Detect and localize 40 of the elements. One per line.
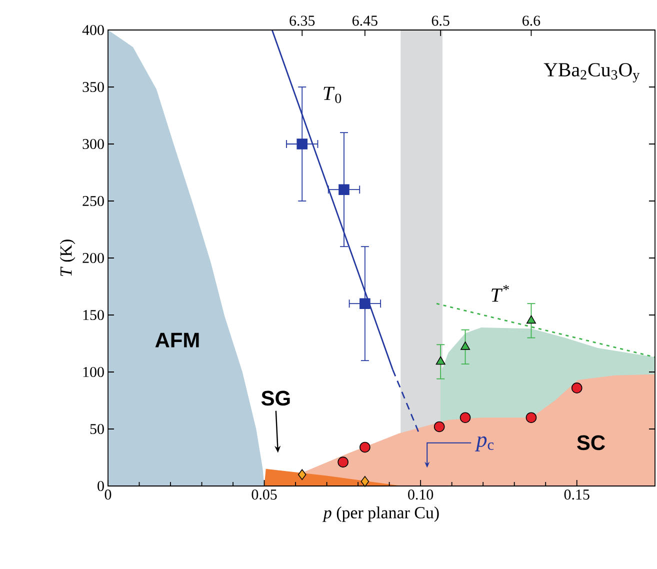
text: 6.6 [522, 16, 540, 26]
y-tick-label: 400 [82, 24, 104, 36]
point [434, 421, 445, 432]
y-tick-label: 100 [83, 366, 104, 378]
point [460, 412, 471, 423]
annotation: p$_{c}$ [475, 436, 494, 452]
text: 6.35 [290, 16, 315, 26]
annotation: SC [577, 435, 605, 450]
x-axis-title: p (per planar Cu) [322, 506, 439, 522]
y-tick-label: 350 [82, 82, 104, 92]
y-tick-label: 250 [82, 196, 104, 206]
y-tick-label: 300 [82, 138, 104, 150]
point [526, 315, 536, 324]
y-axis-title: T (K) [60, 240, 76, 276]
point [436, 356, 446, 365]
annotation: YBa$_{2}$Cu$_{3}$O$_{y}$ [544, 63, 640, 82]
y-tick-label: 50 [90, 424, 104, 434]
point [571, 382, 582, 394]
point [360, 298, 370, 309]
point [360, 476, 370, 487]
point [298, 469, 306, 480]
annotation: SG [261, 390, 290, 406]
x-tick-label: 0 [104, 490, 112, 500]
annotation: T$_{0}$ [324, 86, 342, 104]
point [526, 412, 537, 423]
y-tick-label: 200 [82, 252, 104, 264]
x-tick-label: 0.05 [252, 490, 277, 500]
x-tick-label: 0.10 [408, 490, 434, 500]
annotation: T$^{*}$ [492, 285, 509, 302]
point [338, 184, 350, 195]
y-tick-label: 150 [83, 310, 104, 320]
annotation: AFM [155, 332, 199, 348]
x-tick-label: 0.15 [564, 490, 590, 500]
point [296, 138, 308, 150]
point [460, 342, 470, 350]
y-tick-label: 0 [98, 480, 104, 492]
text: 6.45 [352, 16, 378, 26]
point [338, 456, 348, 468]
point [360, 442, 370, 453]
text: 6.5 [432, 16, 450, 26]
